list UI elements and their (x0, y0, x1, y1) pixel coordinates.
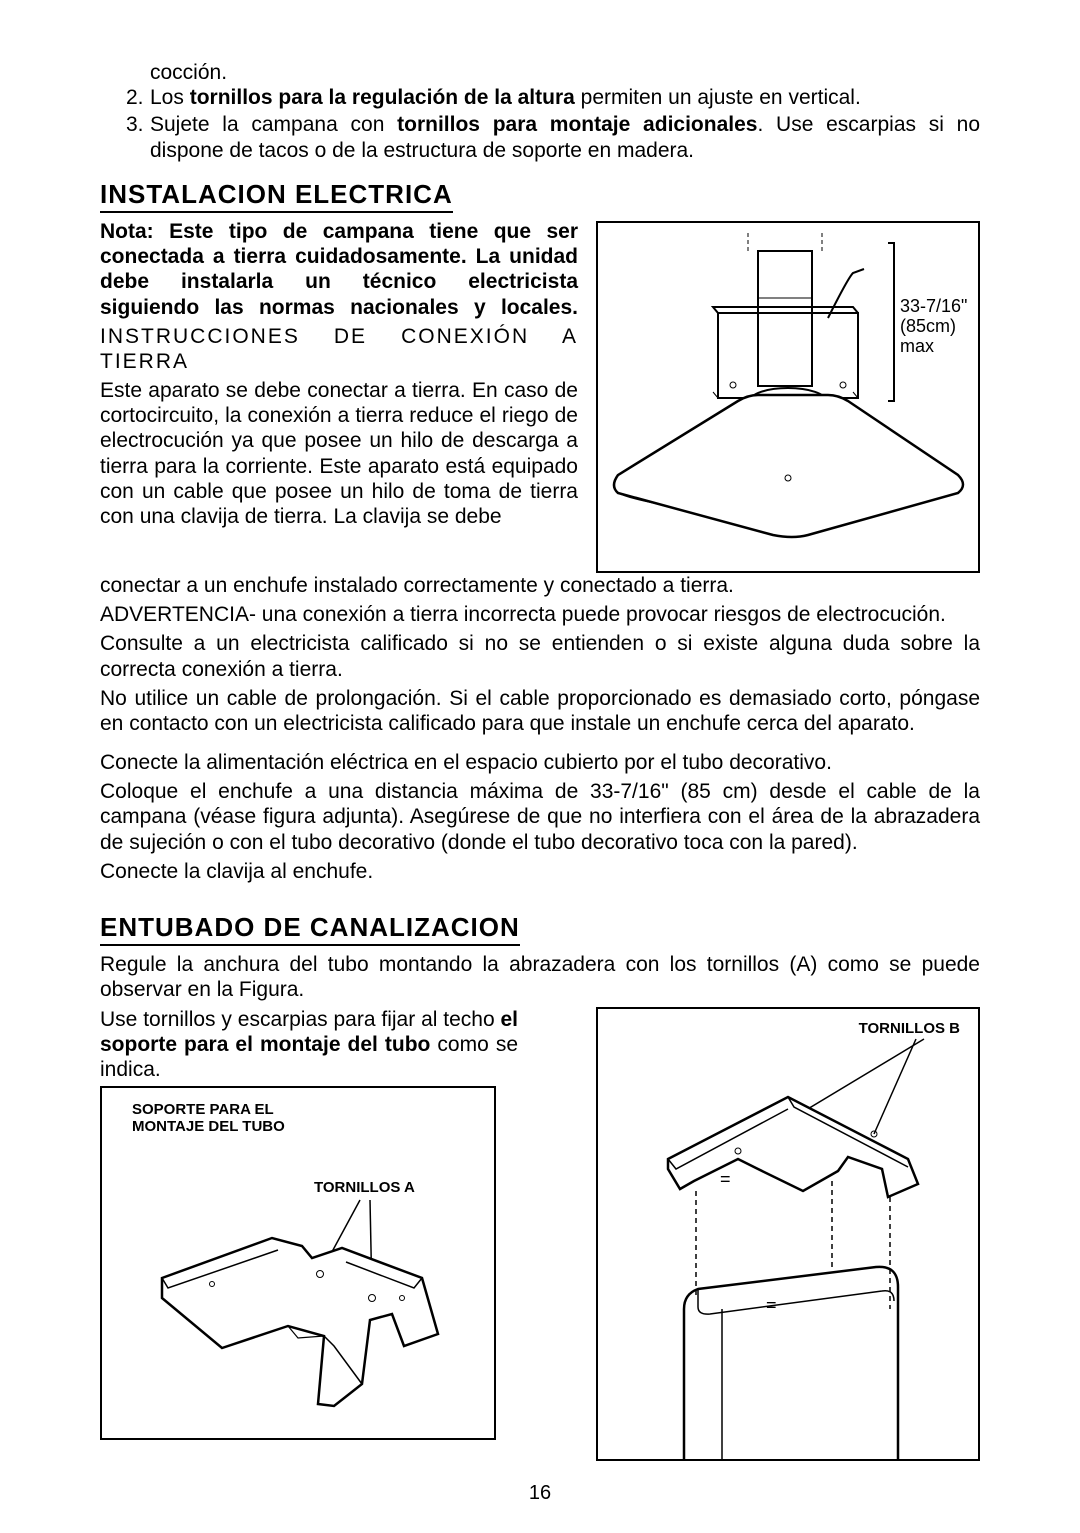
list-item: 3. Sujete la campana con tornillos para … (126, 112, 980, 162)
heading-entubado: ENTUBADO DE CANALIZACION (100, 912, 520, 946)
page: cocción. 2. Los tornillos para la regula… (0, 0, 1080, 1533)
paragraph: ADVERTENCIA- una conexión a tierra incor… (100, 602, 980, 627)
figure-label: 33-7/16" (900, 296, 967, 316)
paragraph: conectar a un enchufe instalado correcta… (100, 573, 980, 598)
list-item: 2. Los tornillos para la regulación de l… (126, 85, 980, 110)
heading-row: INSTALACION ELECTRICA (100, 165, 980, 219)
figure-hood: 33-7/16" (85cm) max (596, 221, 980, 573)
paragraph: Regule la anchura del tubo montando la a… (100, 952, 980, 1002)
svg-text:=: = (720, 1169, 731, 1189)
heading-row: ENTUBADO DE CANALIZACION (100, 898, 980, 952)
paragraph: Use tornillos y escarpias para fijar al … (100, 1007, 518, 1083)
tube-diagram-icon: = = (598, 1009, 978, 1459)
figure-tube-b: TORNILLOS B = = (596, 1007, 980, 1461)
figure-label: TORNILLOS B (859, 1021, 960, 1038)
paragraph: Consulte a un electricista calificado si… (100, 631, 980, 681)
left-col: Use tornillos y escarpias para fijar al … (100, 1007, 518, 1461)
paragraph: Conecte la clavija al enchufe. (100, 859, 980, 884)
text: Los tornillos para la regulación de la a… (150, 85, 980, 110)
text: Sujete la campana con tornillos para mon… (150, 112, 980, 162)
figure-label: TORNILLOS A (314, 1180, 415, 1197)
top-list: cocción. 2. Los tornillos para la regula… (126, 60, 980, 163)
bracket-diagram-icon (102, 1088, 494, 1438)
figure-label: (85cm) (900, 316, 956, 336)
text-column: Nota: Este tipo de campana tiene que ser… (100, 219, 578, 573)
text: cocción. (150, 60, 227, 85)
paragraph: No utilice un cable de prolongación. Si … (100, 686, 980, 736)
paragraph: Coloque el enchufe a una distancia máxim… (100, 779, 980, 855)
figure-bracket-a: SOPORTE PARA EL MONTAJE DEL TUBO TORNILL… (100, 1086, 496, 1440)
heading-instalacion: INSTALACION ELECTRICA (100, 179, 453, 213)
figure-label: SOPORTE PARA EL (132, 1101, 274, 1118)
page-number: 16 (0, 1481, 1080, 1505)
figure-label: MONTAJE DEL TUBO (132, 1118, 285, 1135)
subheading: INSTRUCCIONES DE CONEXIÓN A TIERRA (100, 324, 578, 374)
bottom-row: Use tornillos y escarpias para fijar al … (100, 1007, 980, 1461)
paragraph: Conecte la alimentación eléctrica en el … (100, 750, 980, 775)
nota-paragraph: Nota: Este tipo de campana tiene que ser… (100, 219, 578, 320)
content-row: Nota: Este tipo de campana tiene que ser… (100, 219, 980, 573)
hood-diagram-icon (598, 223, 978, 571)
figure-label: max (900, 336, 934, 356)
list-number: 3. (126, 112, 150, 162)
svg-text:=: = (766, 1295, 777, 1315)
list-item: cocción. (126, 60, 980, 85)
paragraph: Este aparato se debe conectar a tierra. … (100, 378, 578, 529)
list-number: 2. (126, 85, 150, 110)
